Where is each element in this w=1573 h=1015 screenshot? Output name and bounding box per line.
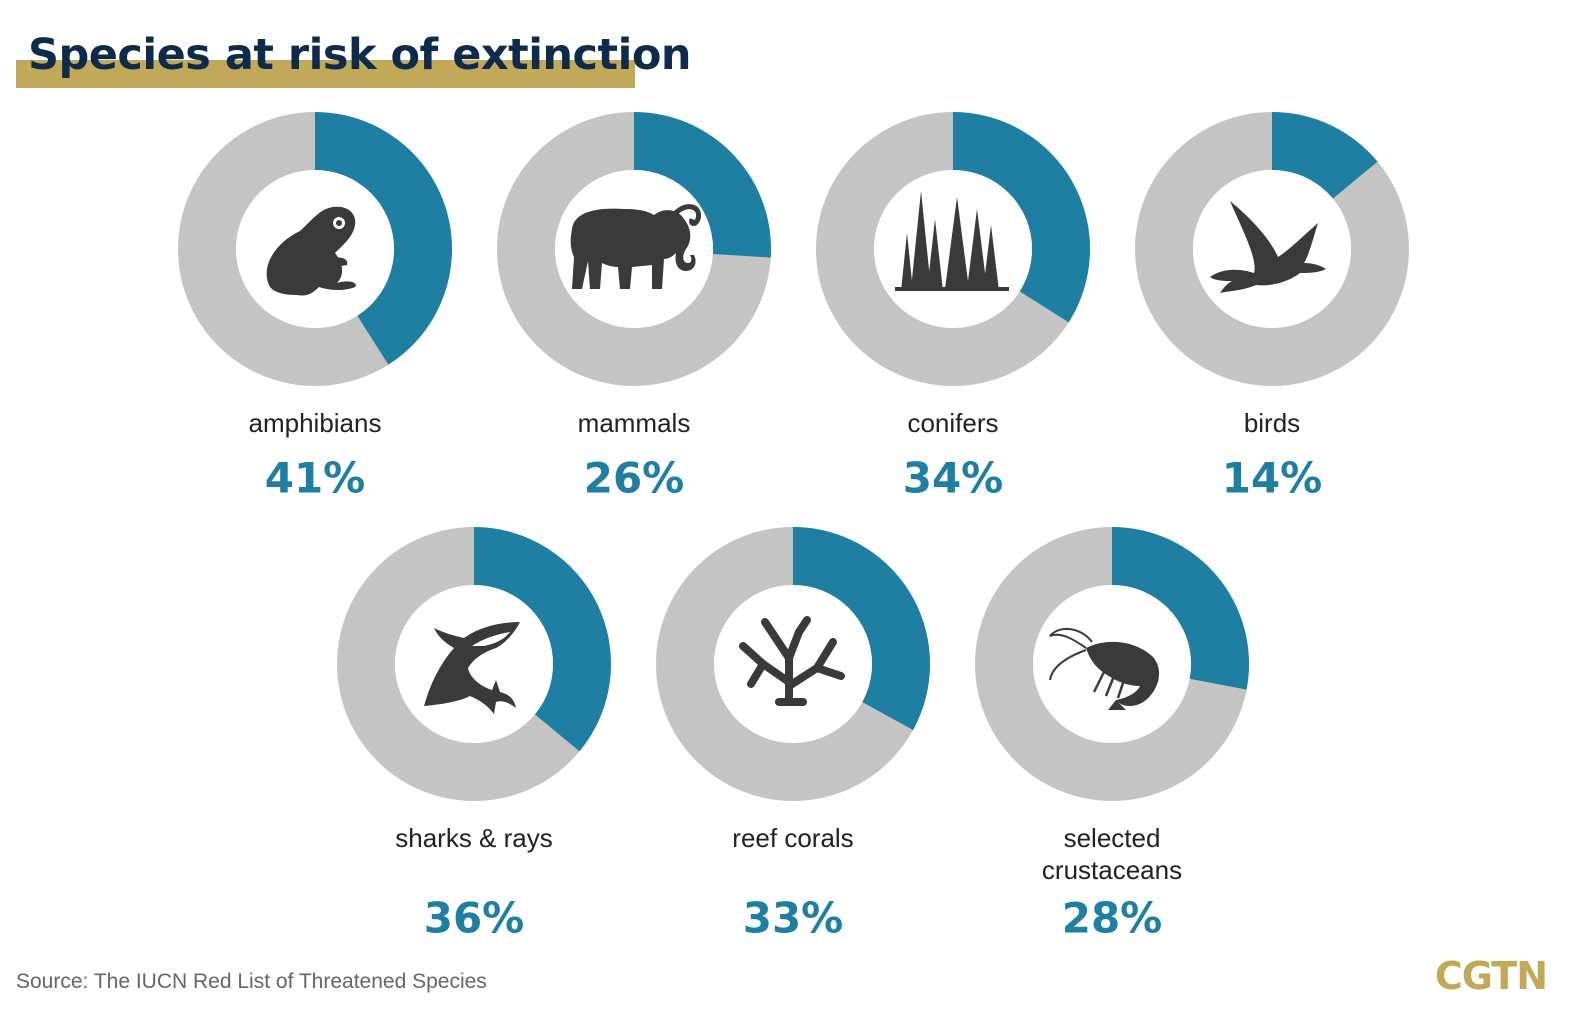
category-label: mammals — [578, 408, 691, 438]
shrimp-icon — [1049, 627, 1160, 710]
donut-value-segment — [953, 112, 1090, 323]
donut-value-segment — [474, 527, 612, 752]
title-underline-bar — [16, 60, 635, 88]
donut-center — [395, 585, 553, 743]
percent-label: 36% — [424, 894, 525, 943]
frog-icon — [266, 206, 356, 296]
donut-conifers: conifers 34% — [816, 112, 1090, 503]
donut-sharks-rays: sharks & rays 36% — [337, 527, 612, 943]
page-title: Species at risk of extinction — [28, 30, 691, 80]
percent-label: 34% — [903, 454, 1004, 503]
donut-value-segment — [1272, 112, 1378, 199]
cgtn-logo: CGTN — [1434, 954, 1548, 998]
category-label: reef corals — [732, 823, 853, 853]
category-label: sharks & rays — [395, 823, 553, 853]
category-label: birds — [1244, 408, 1300, 438]
category-label: amphibians — [249, 408, 382, 438]
donut-value-segment — [634, 112, 771, 258]
percent-label: 41% — [265, 454, 366, 503]
coral-icon — [739, 616, 845, 706]
conifer-trees-icon — [895, 191, 1009, 291]
category-label: crustaceans — [1042, 855, 1182, 885]
percent-label: 33% — [743, 894, 844, 943]
percent-label: 28% — [1062, 894, 1163, 943]
donut-value-segment — [315, 112, 452, 365]
source-note: Source: The IUCN Red List of Threatened … — [16, 970, 487, 993]
shark-icon — [424, 622, 520, 714]
percent-label: 14% — [1222, 454, 1323, 503]
category-label: selected — [1064, 823, 1161, 853]
donut-value-segment — [793, 527, 931, 731]
donut-amphibians: amphibians 41% — [178, 112, 452, 503]
percent-label: 26% — [584, 454, 685, 503]
bird-icon — [1210, 201, 1326, 293]
donut-mammals: mammals 26% — [497, 112, 771, 503]
category-label: conifers — [907, 408, 998, 438]
donut-birds: birds 14% — [1135, 112, 1409, 503]
elephant-icon — [570, 204, 702, 289]
donut-value-segment — [1112, 527, 1249, 690]
donut-reef-corals: reef corals 33% — [656, 527, 931, 943]
